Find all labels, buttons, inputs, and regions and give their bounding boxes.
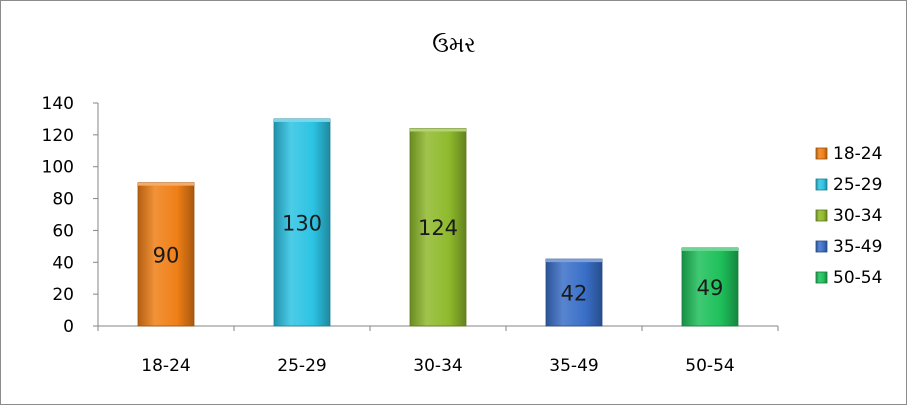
y-tick-label: 120 bbox=[42, 126, 74, 146]
data-label: 49 bbox=[697, 276, 724, 300]
chart-title: ઉમર bbox=[432, 33, 476, 58]
bar-50-54 bbox=[681, 247, 739, 327]
legend-label: 30-34 bbox=[833, 206, 882, 226]
legend-label: 18-24 bbox=[833, 144, 882, 164]
y-tick-label: 0 bbox=[63, 317, 74, 337]
y-tick-label: 40 bbox=[52, 253, 74, 273]
bar-top-highlight bbox=[410, 128, 466, 132]
bar-top-highlight bbox=[274, 118, 330, 122]
bar-30-34 bbox=[409, 128, 467, 327]
y-tick-label: 20 bbox=[52, 285, 74, 305]
x-tick-label: 25-29 bbox=[277, 356, 326, 376]
y-tick-label: 60 bbox=[52, 221, 74, 241]
legend-label: 25-29 bbox=[833, 175, 882, 195]
bar-35-49 bbox=[545, 258, 603, 327]
y-tick-label: 100 bbox=[42, 158, 74, 178]
bar-top-highlight bbox=[138, 182, 194, 186]
data-label: 124 bbox=[418, 216, 458, 240]
axes: 0 20 40 60 80 100 120 140 18-24 25-29 30-34 35-49 50… bbox=[42, 94, 779, 376]
data-label: 130 bbox=[282, 211, 322, 235]
bars: 90 130 124 42 49 bbox=[137, 118, 739, 327]
y-tick-label: 80 bbox=[52, 190, 74, 210]
x-tick-label: 18-24 bbox=[141, 356, 190, 376]
legend: 18-24 25-29 30-34 35-49 50-54 bbox=[815, 144, 882, 288]
bar-top-highlight bbox=[682, 247, 738, 251]
data-label: 42 bbox=[561, 282, 588, 306]
bar-top-highlight bbox=[546, 259, 602, 263]
legend-swatch bbox=[815, 240, 828, 253]
legend-swatch bbox=[815, 209, 828, 222]
x-tick-label: 30-34 bbox=[413, 356, 462, 376]
legend-swatch bbox=[815, 178, 828, 191]
x-tick-label: 50-54 bbox=[685, 356, 734, 376]
bar-18-24 bbox=[137, 182, 195, 327]
data-label: 90 bbox=[153, 243, 180, 267]
bar-25-29 bbox=[273, 118, 331, 327]
legend-label: 50-54 bbox=[833, 268, 882, 288]
x-tick-label: 35-49 bbox=[549, 356, 598, 376]
legend-swatch bbox=[815, 147, 828, 160]
legend-label: 35-49 bbox=[833, 237, 882, 257]
legend-swatch bbox=[815, 271, 828, 284]
y-tick-label: 140 bbox=[42, 94, 74, 114]
